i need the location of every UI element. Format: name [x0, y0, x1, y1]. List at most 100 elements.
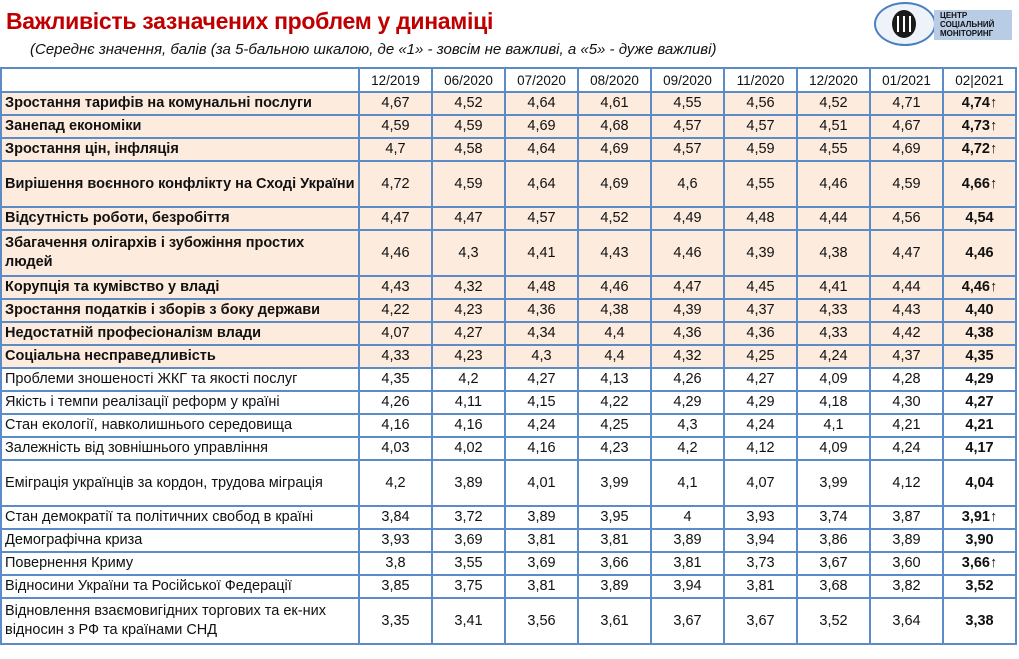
logo-emblem-icon	[874, 2, 936, 46]
value-cell: 4,38	[796, 229, 871, 277]
value-text: 4,43	[892, 302, 921, 318]
value-text: 4,21	[892, 417, 921, 433]
arrow-up-icon: ↑	[989, 509, 998, 525]
value-text: 3,8	[385, 555, 406, 571]
row-label: Відновлення взаємовигідних торгових та е…	[0, 597, 360, 645]
value-text: 3,66	[961, 555, 990, 571]
value-text: 4,64	[527, 141, 556, 157]
value-cell: 4,43	[869, 298, 944, 323]
value-text: 4,44	[819, 210, 848, 226]
value-cell: 3,66	[577, 551, 652, 576]
value-cell: 3,69	[504, 551, 579, 576]
value-text: 4,27	[454, 325, 483, 341]
value-text: 3,67	[819, 555, 848, 571]
value-cell: 4,4	[577, 344, 652, 369]
value-cell: 4,01	[504, 459, 579, 507]
value-text: 3,56	[527, 612, 556, 629]
value-cell: 3,35	[358, 597, 433, 645]
value-text: 4,58	[454, 141, 483, 157]
table-row: Збагачення олігархів і зубожіння простих…	[0, 229, 1017, 277]
value-cell: 4,32	[650, 344, 725, 369]
value-text: 4,59	[746, 141, 775, 157]
value-cell: 4,51	[796, 114, 871, 139]
value-text: 3,95	[600, 509, 629, 525]
table-row: Соціальна несправедливість 4,33 4,23 4,3 4,4…	[0, 344, 1017, 369]
table-row: Недостатній професіоналізм влади 4,07 4,27…	[0, 321, 1017, 346]
value-cell: 4,43	[577, 229, 652, 277]
value-text: 4,42	[892, 325, 921, 341]
value-cell: 4,46↑	[942, 275, 1017, 300]
column-header: 12/2020	[796, 67, 871, 93]
row-label: Зростання податків і зборів з боку держа…	[0, 298, 360, 323]
value-text: 4,59	[381, 118, 410, 134]
value-cell: 4,3	[650, 413, 725, 438]
value-text: 3,89	[454, 474, 483, 491]
value-cell: 3,94	[723, 528, 798, 553]
value-cell: 3,67	[723, 597, 798, 645]
value-cell: 3,38	[942, 597, 1017, 645]
value-text: 3,75	[454, 578, 483, 594]
value-cell: 4,1	[796, 413, 871, 438]
value-cell: 4,33	[796, 321, 871, 346]
value-cell: 4,69	[504, 114, 579, 139]
value-cell: 4,59	[723, 137, 798, 162]
value-text: 4,52	[819, 95, 848, 111]
value-cell: 4,52	[796, 91, 871, 116]
table-row: Вирішення воєнного конфлікту на Сході Ук…	[0, 160, 1017, 208]
value-text: 3,94	[673, 578, 702, 594]
value-text: 3,38	[965, 612, 994, 629]
table-row: Еміграція українців за кордон, трудова м…	[0, 459, 1017, 507]
value-cell: 4,26	[650, 367, 725, 392]
value-text: 4,32	[673, 348, 702, 364]
value-cell: 4,27	[431, 321, 506, 346]
value-cell: 4,49	[650, 206, 725, 231]
value-text: 4,59	[892, 175, 921, 192]
row-label: Занепад економіки	[0, 114, 360, 139]
value-cell: 4,39	[723, 229, 798, 277]
value-text: 4,15	[527, 394, 556, 410]
value-text: 4,03	[381, 440, 410, 456]
value-text: 4,07	[381, 325, 410, 341]
value-cell: 4,41	[796, 275, 871, 300]
value-text: 4,52	[454, 95, 483, 111]
value-cell: 4,40	[942, 298, 1017, 323]
value-cell: 4,35	[942, 344, 1017, 369]
value-text: 4,45	[746, 279, 775, 295]
value-cell: 4,56	[869, 206, 944, 231]
value-text: 4,3	[531, 348, 552, 364]
value-cell: 4,22	[577, 390, 652, 415]
value-cell: 4,47	[869, 229, 944, 277]
value-text: 4,56	[746, 95, 775, 111]
value-text: 4,01	[527, 474, 556, 491]
column-header: 02|2021	[942, 67, 1017, 93]
value-text: 3,89	[892, 532, 921, 548]
value-text: 4,29	[965, 371, 994, 387]
value-cell: 4,72	[358, 160, 433, 208]
arrow-up-icon: ↑	[989, 95, 998, 111]
value-text: 4,38	[600, 302, 629, 318]
value-text: 4,27	[965, 394, 994, 410]
value-text: 4	[683, 509, 692, 525]
row-label: Зростання цін, інфляція	[0, 137, 360, 162]
value-cell: 4,27	[504, 367, 579, 392]
value-text: 4,26	[381, 394, 410, 410]
value-cell: 4,21	[869, 413, 944, 438]
value-cell: 4,67	[869, 114, 944, 139]
value-text: 4,47	[454, 210, 483, 226]
column-header: 12/2019	[358, 67, 433, 93]
value-cell: 3,89	[577, 574, 652, 599]
value-cell: 3,52	[942, 574, 1017, 599]
value-cell: 4,46	[942, 229, 1017, 277]
value-cell: 4,02	[431, 436, 506, 461]
value-cell: 4,44	[869, 275, 944, 300]
value-text: 4,57	[673, 118, 702, 134]
value-cell: 4,29	[723, 390, 798, 415]
value-cell: 4,32	[431, 275, 506, 300]
table-row: Зростання цін, інфляція 4,7 4,58 4,64 4,69 4,…	[0, 137, 1017, 162]
value-text: 3,68	[819, 578, 848, 594]
value-cell: 4,69	[577, 137, 652, 162]
value-cell: 4,25	[577, 413, 652, 438]
value-cell: 3,89	[869, 528, 944, 553]
value-cell: 4,7	[358, 137, 433, 162]
arrow-up-icon: ↑	[989, 555, 998, 571]
